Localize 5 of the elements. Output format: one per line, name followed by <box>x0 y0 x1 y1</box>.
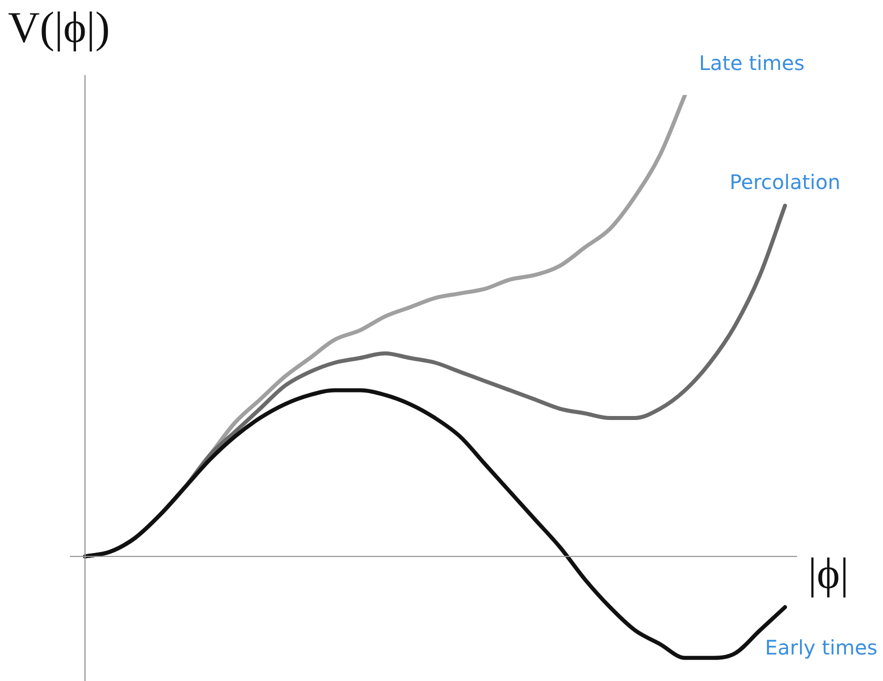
series-label: Early times <box>765 635 878 660</box>
y-axis-title: V(|ϕ|) <box>8 2 110 53</box>
series-label: Late times <box>699 51 805 76</box>
x-axis-title: |ϕ| <box>808 548 849 599</box>
series-label: Percolation <box>730 170 840 194</box>
